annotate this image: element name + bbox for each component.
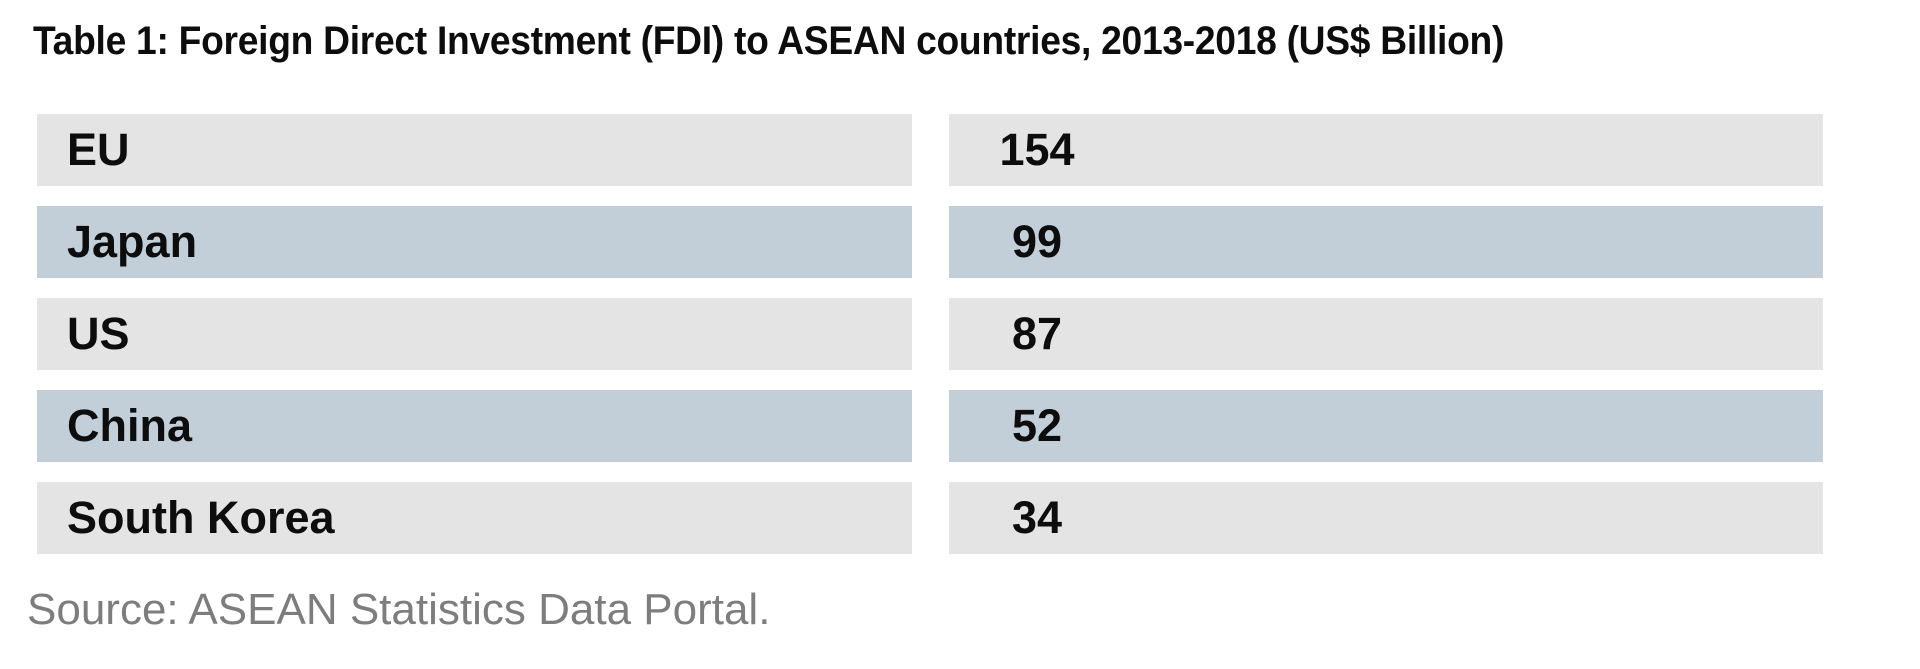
value-text: 34 <box>1011 492 1063 543</box>
fdi-table: EU 154 Japan 99 US 87 China 52 South Kor… <box>37 114 1823 574</box>
value-cell: 99 <box>949 206 1823 278</box>
value-text: 154 <box>999 124 1075 175</box>
table-row: US 87 <box>37 298 1823 370</box>
value-text: 87 <box>1011 308 1063 359</box>
source-note: Source: ASEAN Statistics Data Portal. <box>27 585 771 634</box>
country-cell: EU <box>37 114 912 186</box>
table-row: EU 154 <box>37 114 1823 186</box>
value-cell: 87 <box>949 298 1823 370</box>
value-text: 52 <box>1011 400 1063 451</box>
table-row: China 52 <box>37 390 1823 462</box>
country-cell: Japan <box>37 206 912 278</box>
value-text: 99 <box>1011 216 1063 267</box>
country-cell: US <box>37 298 912 370</box>
value-cell: 34 <box>949 482 1823 554</box>
value-cell: 52 <box>949 390 1823 462</box>
table-title: Table 1: Foreign Direct Investment (FDI)… <box>33 19 1505 63</box>
country-cell: South Korea <box>37 482 912 554</box>
country-cell: China <box>37 390 912 462</box>
table-row: South Korea 34 <box>37 482 1823 554</box>
table-row: Japan 99 <box>37 206 1823 278</box>
value-cell: 154 <box>949 114 1823 186</box>
